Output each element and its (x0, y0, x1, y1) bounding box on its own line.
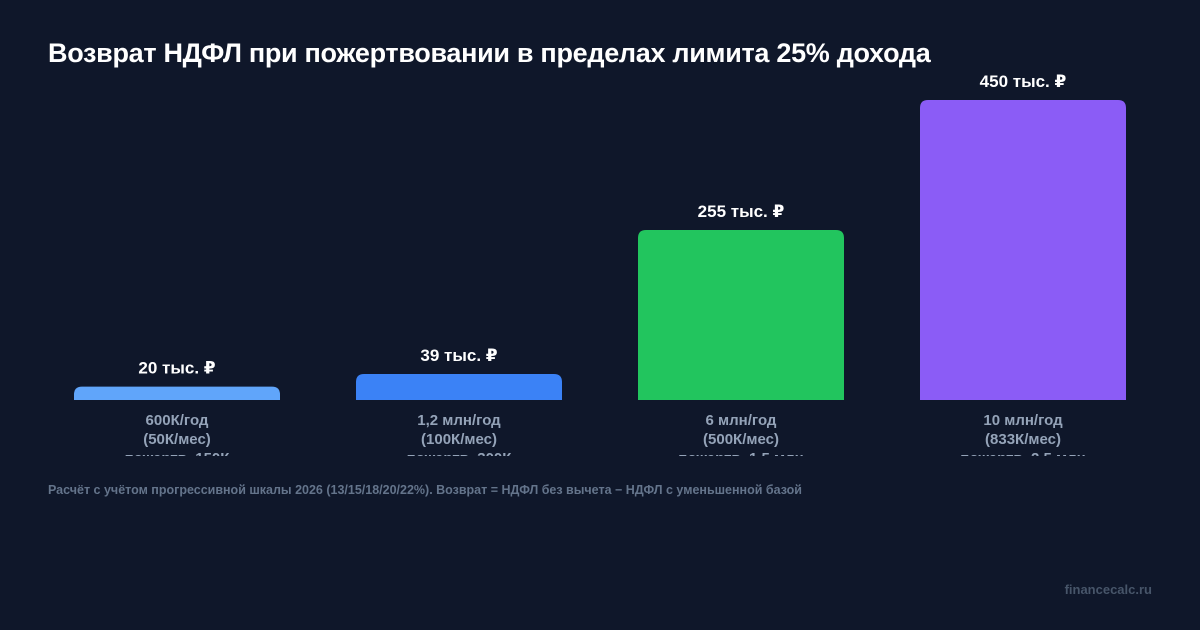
category-label: 1,2 млн/год (417, 412, 501, 429)
category-label: пожертв. 2,5 млн (960, 450, 1085, 467)
footnote: Расчёт с учётом прогрессивной шкалы 2026… (48, 483, 802, 497)
category-label: (50К/мес) (143, 431, 211, 448)
bar-2 (356, 374, 562, 400)
category-label: пожертв. 1,5 млн (678, 450, 803, 467)
category-label: 6 млн/год (706, 412, 777, 429)
chart-title: Возврат НДФЛ при пожертвовании в предела… (48, 38, 931, 68)
bar-value-label: 39 тыс. ₽ (420, 346, 497, 365)
category-label: (833К/мес) (985, 431, 1061, 448)
category-label: пожертв. 300К (407, 450, 513, 467)
category-label: 10 млн/год (983, 412, 1063, 429)
bar-value-label: 255 тыс. ₽ (698, 202, 785, 221)
bar-3 (638, 230, 844, 400)
category-label: (500К/мес) (703, 431, 779, 448)
bar-1 (74, 386, 280, 400)
category-label: пожертв. 150К (125, 450, 231, 467)
category-label: (100К/мес) (421, 431, 497, 448)
bar-value-label: 20 тыс. ₽ (138, 359, 215, 378)
bar-value-label: 450 тыс. ₽ (980, 72, 1067, 91)
bar-4 (920, 100, 1126, 400)
category-label: 600К/год (146, 412, 209, 429)
site-watermark: financecalc.ru (1064, 582, 1152, 597)
